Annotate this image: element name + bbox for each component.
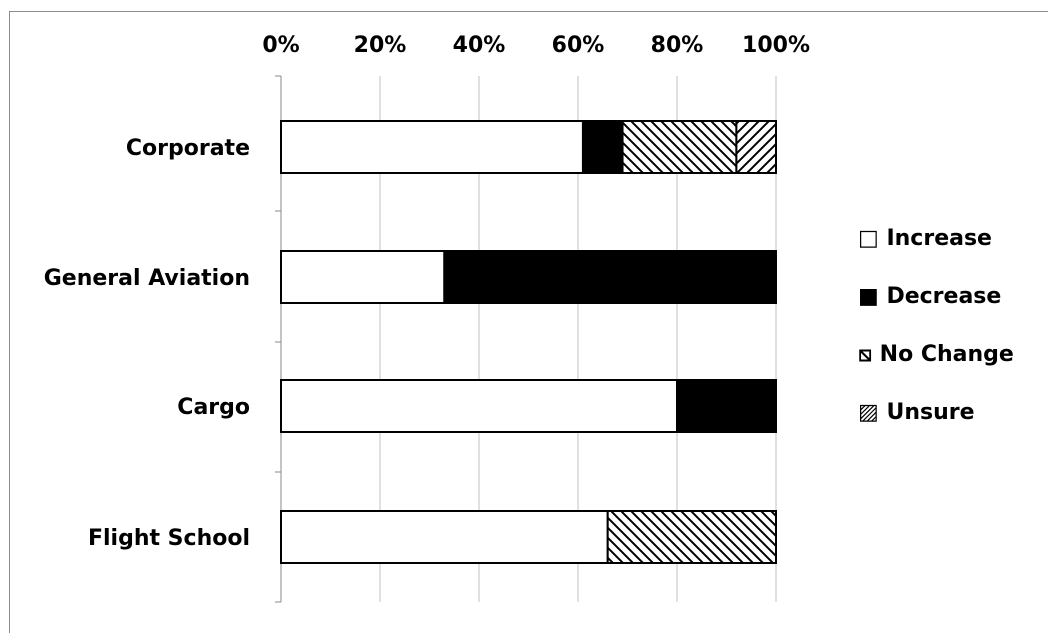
x-tick-label: 40%: [453, 33, 506, 58]
bars: [280, 120, 778, 564]
legend-entry: ⧅ No Change: [858, 342, 1014, 367]
value-axis: 0% 20% 40% 60% 80% 100%: [262, 33, 810, 58]
legend-entry: ▨ Unsure: [858, 400, 975, 425]
x-tick-label: 60%: [552, 33, 605, 58]
bar-segment-increase: [280, 379, 678, 433]
legend-label: Increase: [886, 226, 992, 251]
bar-segment-increase: [280, 250, 446, 304]
legend-entry: □ Increase: [858, 226, 992, 251]
bar-segment-increase: [280, 120, 584, 174]
legend: □ Increase ■ Decrease ⧅ No Change ▨ Unsure: [858, 226, 1014, 425]
category-label: Flight School: [88, 526, 250, 551]
bar-segment-increase: [280, 510, 609, 564]
bar-segment-decrease: [676, 379, 777, 433]
legend-label: No Change: [880, 342, 1014, 367]
bar-segment-unsure: [735, 120, 778, 174]
category-label: General Aviation: [44, 266, 250, 291]
category-label: Cargo: [177, 395, 250, 420]
category-axis: Corporate General Aviation Cargo Flight Sch…: [44, 75, 281, 603]
x-tick-label: 100%: [742, 33, 810, 58]
bar-segment-decrease: [581, 120, 624, 174]
bar-segment-decrease: [443, 250, 777, 304]
bar-segment-no-change: [606, 510, 778, 564]
bar-segment-no-change: [621, 120, 738, 174]
category-label: Corporate: [126, 136, 250, 161]
x-tick-label: 80%: [651, 33, 704, 58]
x-tick-label: 20%: [354, 33, 407, 58]
legend-marker: ■: [858, 284, 886, 309]
legend-label: Decrease: [886, 284, 1001, 309]
legend-marker: □: [858, 226, 886, 251]
legend-marker: ⧅: [858, 342, 880, 367]
legend-marker: ▨: [858, 400, 886, 425]
legend-label: Unsure: [886, 400, 974, 425]
chart-frame: [9, 11, 1048, 633]
legend-entry: ■ Decrease: [858, 284, 1001, 309]
x-tick-label: 0%: [262, 33, 299, 58]
